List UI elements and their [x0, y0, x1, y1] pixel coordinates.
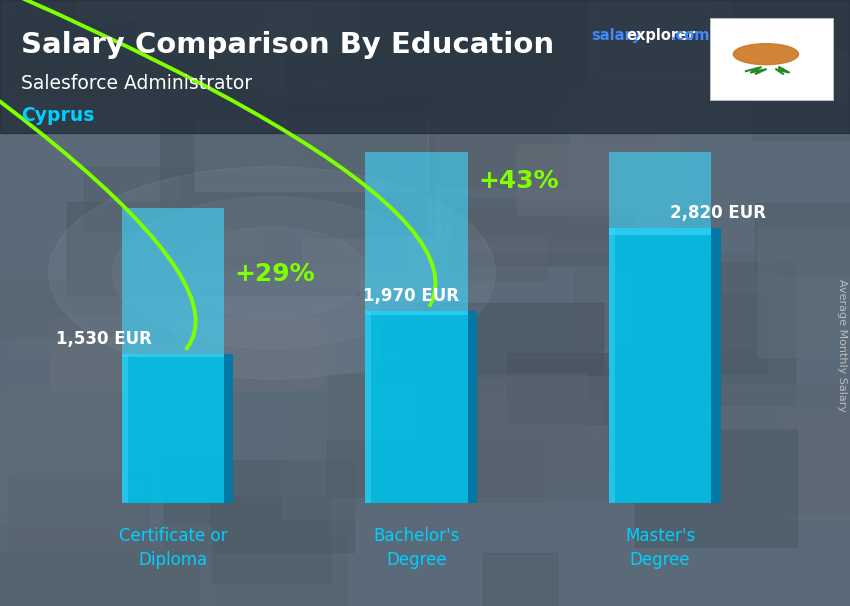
Bar: [66, 202, 360, 295]
Text: salary: salary: [591, 28, 641, 42]
Bar: [84, 167, 327, 230]
Bar: [285, 41, 509, 129]
Bar: [609, 228, 615, 503]
Ellipse shape: [177, 227, 367, 318]
Text: Average Monthly Salary: Average Monthly Salary: [837, 279, 847, 412]
Bar: [752, 92, 850, 140]
Bar: [405, 399, 601, 480]
Bar: [327, 375, 586, 442]
Bar: [758, 229, 850, 357]
Bar: [312, 0, 574, 85]
Bar: [0, 394, 117, 510]
Bar: [139, 536, 346, 606]
Bar: [329, 38, 552, 159]
Bar: [417, 376, 705, 497]
Bar: [122, 354, 127, 503]
Text: 1,970 EUR: 1,970 EUR: [363, 287, 459, 305]
Bar: [224, 354, 233, 503]
Bar: [634, 430, 797, 547]
Bar: [711, 228, 721, 503]
Bar: [609, 228, 711, 503]
Bar: [299, 147, 564, 221]
Text: +29%: +29%: [235, 262, 315, 285]
Bar: [0, 0, 850, 133]
Text: Salesforce Administrator: Salesforce Administrator: [21, 74, 252, 93]
Bar: [282, 394, 432, 518]
Bar: [469, 367, 657, 467]
Bar: [174, 217, 261, 254]
Bar: [507, 353, 633, 424]
Bar: [575, 255, 776, 348]
Bar: [428, 111, 677, 250]
Bar: [50, 317, 321, 390]
Bar: [517, 145, 668, 215]
Bar: [302, 239, 547, 280]
Bar: [784, 411, 850, 519]
Bar: [609, 0, 711, 235]
Bar: [0, 524, 211, 606]
Bar: [366, 311, 371, 503]
Bar: [327, 441, 543, 497]
Bar: [484, 553, 557, 606]
Bar: [164, 460, 354, 552]
Bar: [216, 0, 358, 82]
Bar: [122, 354, 224, 503]
Text: 2,820 EUR: 2,820 EUR: [670, 204, 766, 222]
Bar: [766, 73, 850, 130]
Bar: [206, 228, 281, 268]
Bar: [13, 301, 157, 354]
Text: 1,530 EUR: 1,530 EUR: [56, 330, 152, 348]
Bar: [381, 303, 604, 378]
Bar: [387, 90, 568, 187]
Bar: [8, 474, 148, 606]
Bar: [0, 19, 134, 84]
Bar: [366, 123, 468, 316]
Bar: [439, 438, 670, 502]
Bar: [292, 348, 428, 385]
Bar: [210, 496, 331, 582]
Bar: [451, 208, 711, 264]
Ellipse shape: [112, 197, 431, 348]
Bar: [76, 0, 366, 53]
Bar: [677, 294, 768, 373]
Bar: [755, 203, 850, 273]
Bar: [91, 326, 332, 388]
Bar: [564, 0, 707, 78]
Text: Cyprus: Cyprus: [21, 105, 94, 125]
Bar: [0, 280, 172, 336]
Bar: [122, 208, 224, 358]
Text: explorer: explorer: [626, 28, 696, 42]
Bar: [442, 199, 633, 245]
Bar: [195, 119, 428, 191]
Bar: [366, 311, 468, 503]
Bar: [636, 384, 850, 515]
Bar: [10, 0, 264, 97]
Bar: [637, 262, 796, 405]
Bar: [468, 311, 477, 503]
Bar: [577, 100, 662, 178]
Ellipse shape: [49, 167, 495, 379]
Bar: [360, 0, 587, 90]
Text: .com: .com: [671, 28, 710, 42]
Bar: [8, 387, 120, 454]
Bar: [201, 0, 436, 82]
Bar: [599, 0, 847, 96]
Ellipse shape: [734, 44, 798, 65]
Bar: [0, 551, 199, 606]
Bar: [160, 97, 434, 235]
Text: +43%: +43%: [479, 169, 559, 193]
Text: Salary Comparison By Education: Salary Comparison By Education: [21, 32, 554, 59]
Bar: [733, 0, 850, 52]
Bar: [181, 173, 405, 270]
